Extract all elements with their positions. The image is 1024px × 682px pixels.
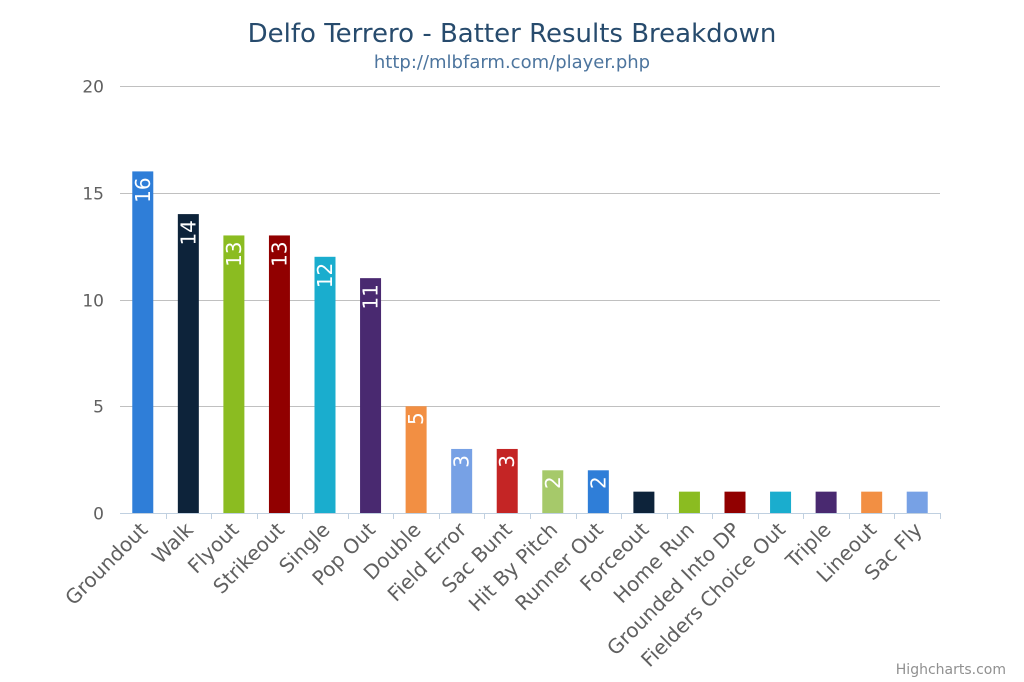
y-tick-label: 10 — [82, 292, 104, 312]
data-label: 3 — [450, 455, 474, 468]
bar[interactable] — [542, 470, 564, 513]
bar[interactable] — [132, 171, 154, 513]
bar[interactable] — [906, 491, 928, 513]
y-tick-label: 15 — [82, 185, 104, 205]
bar[interactable] — [815, 491, 837, 513]
bar[interactable] — [861, 491, 883, 513]
bars — [132, 171, 928, 513]
bar[interactable] — [451, 448, 473, 513]
data-label: 13 — [222, 241, 246, 266]
data-label: 2 — [586, 476, 610, 489]
bar[interactable] — [314, 256, 336, 513]
data-label: 5 — [404, 412, 428, 425]
bar[interactable] — [678, 491, 700, 513]
bar[interactable] — [177, 214, 199, 513]
y-tick-label: 5 — [93, 398, 104, 418]
data-labels: 16 14 13 13 12 11 5 3 3 2 2 — [131, 177, 611, 489]
bar[interactable] — [405, 406, 427, 513]
chart-subtitle: http://mlbfarm.com/player.php — [374, 52, 650, 73]
bar[interactable] — [268, 235, 290, 513]
bar[interactable] — [633, 491, 655, 513]
bar[interactable] — [223, 235, 245, 513]
y-tick-label: 20 — [82, 78, 104, 98]
data-label: 3 — [495, 455, 519, 468]
gridlines — [120, 86, 940, 407]
bar[interactable] — [587, 470, 609, 513]
data-label: 13 — [267, 241, 291, 266]
y-axis-ticks: 0 5 10 15 20 — [82, 78, 104, 525]
credits-link[interactable]: Highcharts.com — [896, 662, 1006, 678]
bar[interactable] — [770, 491, 792, 513]
bar[interactable] — [360, 278, 382, 513]
data-label: 12 — [313, 263, 337, 288]
data-label: 2 — [541, 476, 565, 489]
chart-title: Delfo Terrero - Batter Results Breakdown — [248, 19, 777, 49]
bar[interactable] — [496, 448, 518, 513]
data-label: 11 — [359, 284, 383, 309]
data-label: 16 — [131, 177, 155, 202]
bar[interactable] — [724, 491, 746, 513]
data-label: 14 — [176, 220, 200, 245]
y-tick-label: 0 — [93, 505, 104, 525]
x-tick-label: Groundout — [60, 517, 152, 609]
